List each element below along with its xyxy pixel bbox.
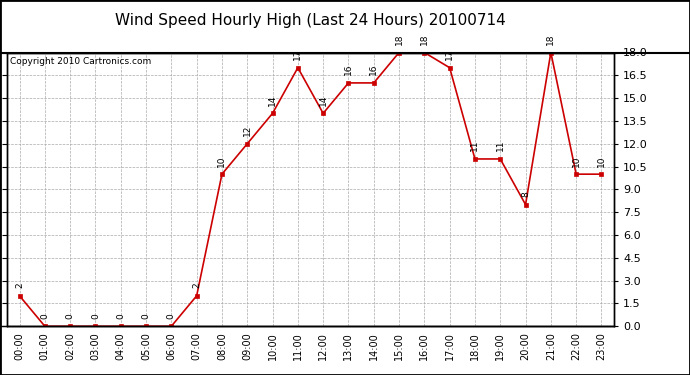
Text: 06:00: 06:00 (166, 332, 177, 360)
Text: 18: 18 (420, 33, 429, 45)
Text: 05:00: 05:00 (141, 332, 151, 360)
Text: 8: 8 (521, 191, 530, 197)
Text: 19:00: 19:00 (495, 332, 505, 360)
Text: 13:00: 13:00 (344, 332, 353, 360)
Text: 23:00: 23:00 (596, 332, 607, 360)
Text: 15:00: 15:00 (394, 332, 404, 360)
Text: 08:00: 08:00 (217, 332, 227, 360)
Text: 00:00: 00:00 (14, 332, 25, 360)
Text: 11:00: 11:00 (293, 332, 303, 360)
Text: 17:00: 17:00 (444, 332, 455, 360)
Text: 14:00: 14:00 (368, 332, 379, 360)
Text: 04:00: 04:00 (116, 332, 126, 360)
Text: Copyright 2010 Cartronics.com: Copyright 2010 Cartronics.com (10, 57, 151, 66)
Text: 22:00: 22:00 (571, 332, 581, 360)
Text: 17: 17 (445, 49, 454, 60)
Text: 16: 16 (369, 64, 378, 75)
Text: 02:00: 02:00 (65, 332, 75, 360)
Text: 14: 14 (268, 94, 277, 106)
Text: 2: 2 (15, 283, 24, 288)
Text: 18:00: 18:00 (470, 332, 480, 360)
Text: 17: 17 (293, 49, 302, 60)
Text: 03:00: 03:00 (90, 332, 101, 360)
Text: 16: 16 (344, 64, 353, 75)
Text: 18: 18 (395, 33, 404, 45)
Text: 10:00: 10:00 (268, 332, 277, 360)
Text: 01:00: 01:00 (40, 332, 50, 360)
Text: 14: 14 (319, 94, 328, 106)
Text: Wind Speed Hourly High (Last 24 Hours) 20100714: Wind Speed Hourly High (Last 24 Hours) 2… (115, 13, 506, 28)
Text: 18: 18 (546, 33, 555, 45)
Text: 2: 2 (192, 283, 201, 288)
Text: 0: 0 (167, 313, 176, 319)
Text: 09:00: 09:00 (242, 332, 253, 360)
Text: 10: 10 (217, 155, 226, 166)
Text: 10: 10 (597, 155, 606, 166)
Text: 12:00: 12:00 (318, 332, 328, 360)
Text: 0: 0 (116, 313, 126, 319)
Text: 0: 0 (91, 313, 100, 319)
Text: 21:00: 21:00 (546, 332, 556, 360)
Text: 11: 11 (495, 140, 505, 152)
Text: 10: 10 (571, 155, 581, 166)
Text: 11: 11 (471, 140, 480, 152)
Text: 20:00: 20:00 (520, 332, 531, 360)
Text: 12: 12 (243, 125, 252, 136)
Text: 07:00: 07:00 (192, 332, 201, 360)
Text: 16:00: 16:00 (420, 332, 429, 360)
Text: 0: 0 (40, 313, 50, 319)
Text: 0: 0 (141, 313, 150, 319)
Text: 0: 0 (66, 313, 75, 319)
